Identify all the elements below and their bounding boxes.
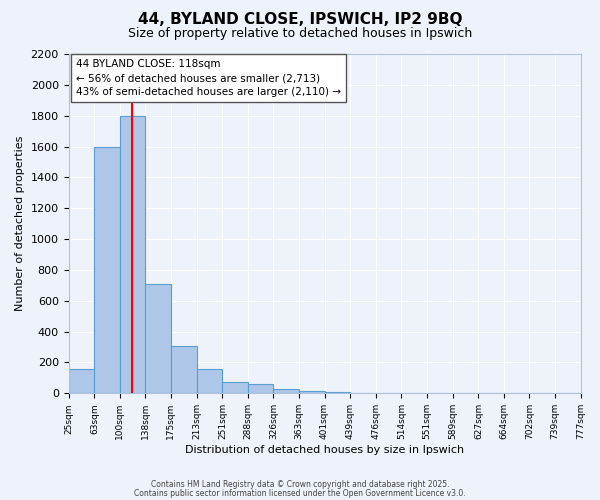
Text: 44, BYLAND CLOSE, IPSWICH, IP2 9BQ: 44, BYLAND CLOSE, IPSWICH, IP2 9BQ [138, 12, 462, 28]
X-axis label: Distribution of detached houses by size in Ipswich: Distribution of detached houses by size … [185, 445, 464, 455]
Bar [145, 284, 170, 394]
Bar [223, 382, 248, 394]
Bar [197, 368, 223, 394]
Bar [94, 146, 119, 394]
Bar [68, 368, 94, 394]
Text: Contains public sector information licensed under the Open Government Licence v3: Contains public sector information licen… [134, 488, 466, 498]
Bar [170, 346, 197, 394]
Y-axis label: Number of detached properties: Number of detached properties [15, 136, 25, 312]
Bar [119, 116, 145, 394]
Bar [248, 384, 274, 394]
Text: Size of property relative to detached houses in Ipswich: Size of property relative to detached ho… [128, 28, 472, 40]
Bar [274, 388, 299, 394]
Bar [299, 391, 325, 394]
Text: Contains HM Land Registry data © Crown copyright and database right 2025.: Contains HM Land Registry data © Crown c… [151, 480, 449, 489]
Bar [325, 392, 350, 394]
Text: 44 BYLAND CLOSE: 118sqm
← 56% of detached houses are smaller (2,713)
43% of semi: 44 BYLAND CLOSE: 118sqm ← 56% of detache… [76, 59, 341, 97]
